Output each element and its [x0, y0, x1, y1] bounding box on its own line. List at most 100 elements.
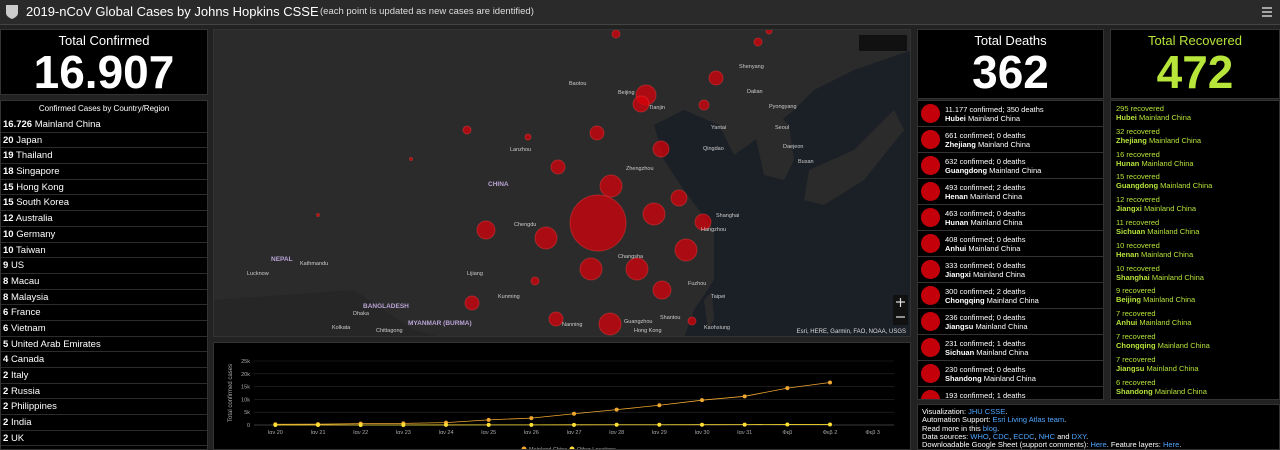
link[interactable]: blog [982, 423, 998, 433]
place: Hunan Mainland China [1116, 159, 1279, 168]
text: . Feature layers: [1106, 440, 1163, 450]
link[interactable]: DXY [1071, 431, 1087, 441]
case-bubble [599, 174, 623, 198]
recovered-row[interactable]: 32 recovered Zhejiang Mainland China [1111, 124, 1279, 147]
point [486, 422, 491, 427]
country-row[interactable]: 4 Canada [1, 352, 207, 368]
place: Hubei Mainland China [945, 114, 1020, 123]
place-label: Seoul [775, 125, 789, 131]
death-row[interactable]: 661 confirmed; 0 deaths Zhejiang Mainland… [918, 127, 1103, 153]
country: Italy [10, 370, 29, 381]
link[interactable]: WHO [970, 431, 989, 441]
place-label: Zhengzhou [626, 166, 654, 172]
chart: Total confirmed cases 0 5k 10k 15k 20k 25k Ιαν… [228, 359, 894, 449]
stat: 493 confirmed; 2 deaths [945, 183, 1026, 192]
country: Mainland China [970, 218, 1023, 227]
country-row[interactable]: 6 Vietnam [1, 321, 207, 337]
country-row[interactable]: 19 Thailand [1, 148, 207, 165]
country-row[interactable]: 2 India [1, 415, 207, 431]
recovered-row[interactable]: 12 recovered Jiangxi Mainland China [1111, 192, 1279, 215]
death-row[interactable]: 408 confirmed; 0 deaths Anhui Mainland Ch… [918, 231, 1103, 257]
country: Mainland China [1143, 295, 1196, 305]
country-row[interactable]: 2 Russia [1, 384, 207, 400]
point [529, 422, 534, 427]
country-row[interactable]: 20 Japan [1, 133, 207, 149]
death-row[interactable]: 333 confirmed; 0 deaths Jiangxi Mainland … [918, 257, 1103, 283]
text: and [1054, 431, 1072, 441]
zoom-icons[interactable] [896, 298, 905, 318]
region: Shanghai [1116, 272, 1150, 282]
country-row[interactable]: 15 Hong Kong [1, 180, 207, 196]
death-row[interactable]: 11.177 confirmed; 350 deaths Hubei Mainla… [918, 101, 1103, 127]
recovered-row[interactable]: 7 recovered Anhui Mainland China [1111, 306, 1279, 329]
y-tick-label: 10k [241, 397, 250, 403]
country-row[interactable]: 8 Malaysia [1, 290, 207, 306]
country-row[interactable]: 2 Philippines [1, 399, 207, 416]
country-row[interactable]: 15 South Korea [1, 195, 207, 212]
count: 2 [3, 370, 9, 381]
point [828, 422, 832, 427]
country-row[interactable]: 12 Australia [1, 211, 207, 227]
country-row[interactable]: 16.726 Mainland China [1, 117, 207, 133]
recovered-row[interactable]: 295 recovered Hubei Mainland China [1111, 101, 1279, 124]
map[interactable]: Baotou Beijing Tianjin Shenyang Dalian Pyongy… [214, 30, 911, 337]
country: Singapore [16, 166, 60, 178]
menu-icon[interactable] [1262, 7, 1272, 17]
recovered-row[interactable]: 9 recovered Beijing Mainland China [1111, 283, 1279, 306]
point [401, 422, 406, 427]
map-panel[interactable]: Baotou Beijing Tianjin Shenyang Dalian Pyongy… [213, 29, 911, 337]
recovered-row[interactable]: 11 recovered Sichuan Mainland China [1111, 215, 1279, 238]
point [742, 394, 747, 399]
country-row[interactable]: 2 UK [1, 431, 207, 447]
country: France [10, 307, 41, 319]
link[interactable]: Here [1162, 440, 1180, 450]
death-row[interactable]: 632 confirmed; 0 deaths Guangdong Mainlan… [918, 153, 1103, 179]
y-axis-title: Total confirmed cases [228, 364, 234, 422]
country-row[interactable]: 9 US [1, 258, 207, 274]
bubble [921, 234, 940, 253]
country-row[interactable]: 10 Germany [1, 227, 207, 243]
country-row[interactable]: 5 United Arab Emirates [1, 337, 207, 353]
death-row[interactable]: 300 confirmed; 2 deaths Chongqing Mainlan… [918, 283, 1103, 309]
stat: 15 recovered [1116, 172, 1160, 182]
link[interactable]: CDC [992, 431, 1010, 441]
country-row[interactable]: 2 Italy [1, 368, 207, 384]
country: US [10, 260, 25, 272]
link[interactable]: Here [1090, 440, 1107, 450]
recovered-row[interactable]: 10 recovered Henan Mainland China [1111, 238, 1279, 261]
recovered-row[interactable]: 10 recovered Shanghai Mainland China [1111, 261, 1279, 284]
recovered-row[interactable]: 7 recovered Jiangsu Mainland China [1111, 352, 1279, 375]
death-row[interactable]: 236 confirmed; 0 deaths Jiangsu Mainland … [918, 309, 1103, 335]
death-row[interactable]: 463 confirmed; 0 deaths Hunan Mainland Ch… [918, 205, 1103, 231]
region: Sichuan [945, 348, 975, 357]
death-row[interactable]: 230 confirmed; 0 deaths Shandong Mainland… [918, 361, 1103, 387]
recovered-row[interactable]: 6 recovered Shandong Mainland China [1111, 375, 1279, 398]
recovered-row[interactable]: 15 recovered Guangdong Mainland China [1111, 169, 1279, 192]
map-tools[interactable] [859, 35, 907, 51]
country-row[interactable]: 18 Singapore [1, 164, 207, 180]
country-row[interactable]: 10 Taiwan [1, 243, 207, 259]
place-label: BANGLADESH [363, 303, 409, 310]
region: Jiangsu [945, 322, 974, 331]
value: 362 [972, 46, 1049, 98]
region: Beijing [1116, 295, 1142, 305]
death-row[interactable]: 231 confirmed; 1 deaths Sichuan Mainland … [918, 335, 1103, 361]
bubble [921, 182, 940, 201]
country-row[interactable]: 6 France [1, 305, 207, 321]
recovered-row[interactable]: 16 recovered Hunan Mainland China [1111, 147, 1279, 170]
country: Mainland China [977, 140, 1031, 149]
link[interactable]: NHC [1038, 431, 1055, 441]
point [614, 422, 619, 427]
country-row[interactable]: 8 Macau [1, 274, 207, 290]
link[interactable]: JHU CSSE [968, 407, 1006, 416]
stat: 193 confirmed; 1 deaths [945, 391, 1026, 400]
link[interactable]: ECDC [1013, 431, 1035, 441]
point [700, 398, 704, 403]
death-row[interactable]: 193 confirmed; 1 deaths [918, 387, 1103, 400]
death-row[interactable]: 493 confirmed; 2 deaths Henan Mainland Ch… [918, 179, 1103, 205]
link[interactable]: Esri Living Atlas team [992, 415, 1065, 425]
country: Mainland China [1154, 386, 1207, 396]
recovered-row[interactable]: 7 recovered Chongqing Mainland China [1111, 329, 1279, 352]
country: Hong Kong [16, 181, 64, 193]
case-bubble [674, 238, 698, 262]
